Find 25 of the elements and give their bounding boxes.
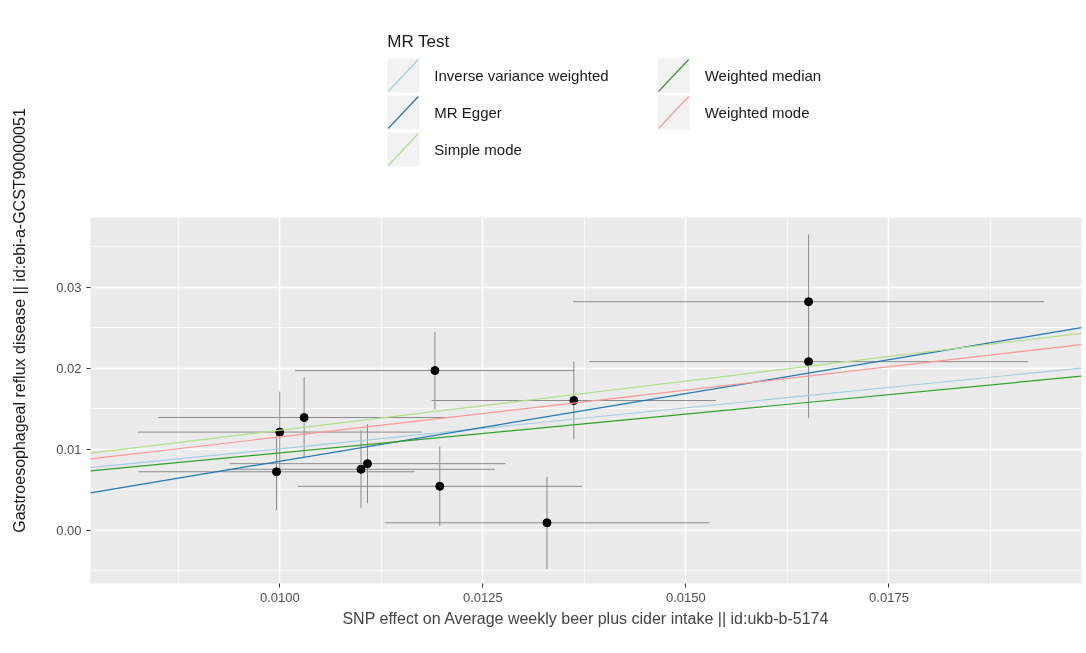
x-tick-label: 0.0125: [462, 589, 503, 605]
point: [299, 413, 309, 422]
x-tick-label: 0.0150: [666, 589, 706, 605]
x-tick-label: 0.0100: [259, 589, 300, 605]
y-tick-label: 0.02: [56, 360, 82, 376]
legend-label: Weighted mode: [704, 104, 810, 121]
y-tick-label: 0.00: [56, 522, 82, 538]
legend-title: MR Test: [387, 31, 450, 51]
x-axis-title: SNP effect on Average weekly beer plus cider intake || id:ukb-b-5174: [342, 609, 829, 627]
x-tick-label: 0.0175: [869, 589, 909, 605]
point: [362, 459, 372, 469]
point: [356, 464, 366, 474]
point: [435, 481, 445, 491]
point: [804, 357, 814, 367]
point: [542, 518, 552, 528]
legend-label: Weighted median: [704, 67, 822, 84]
y-axis-title: Gastroesophageal reflux disease || id:ebi-a-GCST90000051: [11, 108, 28, 533]
y-tick-label: 0.03: [56, 279, 82, 295]
legend-label: MR Egger: [434, 104, 502, 121]
point: [804, 297, 814, 307]
legend-label: Simple mode: [434, 141, 522, 158]
point: [430, 366, 440, 376]
y-tick-label: 0.01: [56, 441, 82, 457]
point: [272, 467, 282, 477]
legend-label: Inverse variance weighted: [434, 67, 609, 84]
